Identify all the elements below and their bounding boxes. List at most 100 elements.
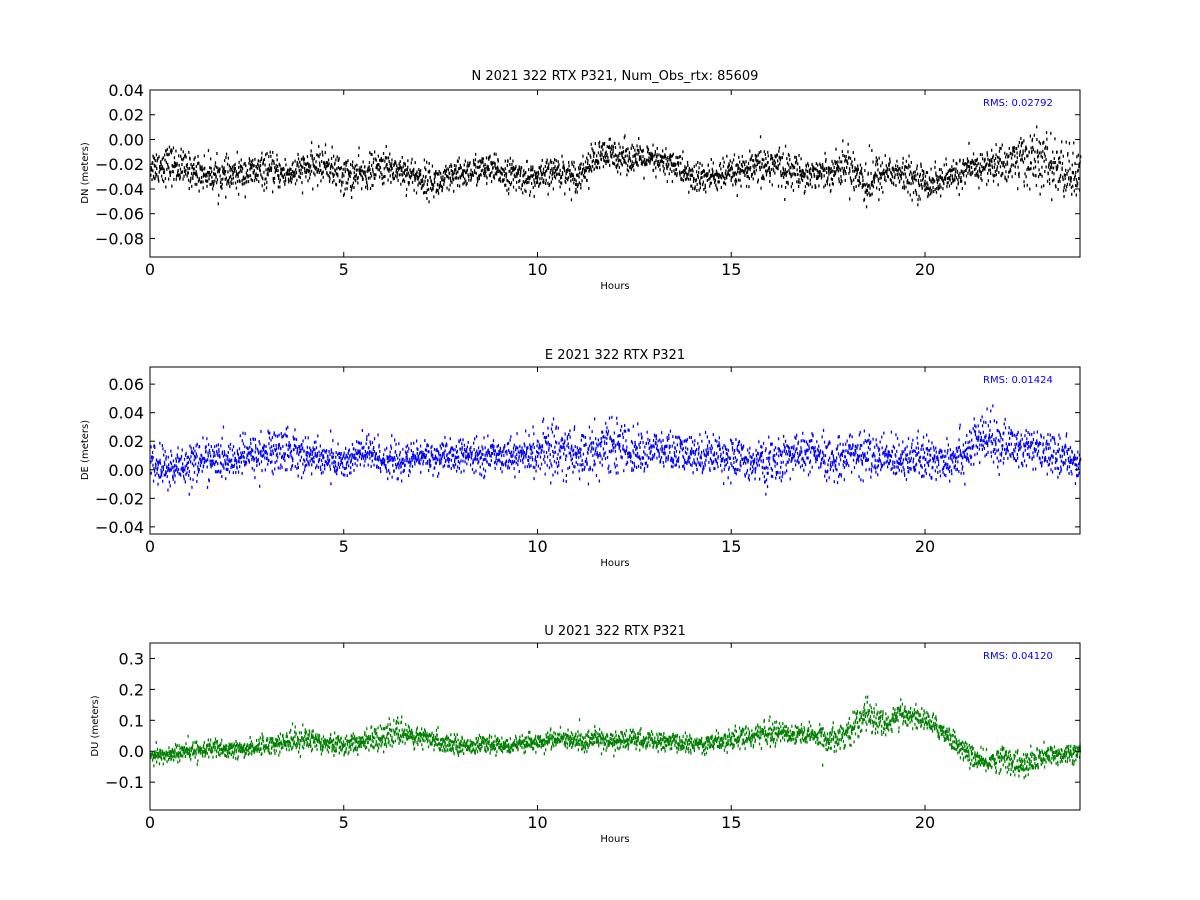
panel-east-data-point [517, 446, 519, 450]
panel-north-data-point [937, 184, 939, 188]
panel-north-data-point [1052, 166, 1055, 170]
panel-east-data-point [500, 454, 503, 458]
panel-north-data-point [726, 176, 728, 180]
panel-north-data-point [335, 172, 337, 176]
panel-north-data-point [523, 169, 525, 173]
panel-north-data-point [506, 178, 508, 182]
panel-north-data-point [535, 175, 537, 179]
panel-north-data-point [287, 168, 289, 172]
panel-north-data-point [640, 157, 642, 161]
panel-east-data-point [492, 443, 494, 447]
panel-north-data-point [723, 175, 725, 179]
panel-north-data-point [501, 172, 503, 176]
panel-east-data-point [398, 442, 400, 446]
panel-north-data-point [360, 169, 362, 173]
panel-east-data-point [604, 451, 606, 455]
panel-east-data-point [527, 455, 530, 459]
panel-north-data-point [561, 171, 564, 174]
panel-east-data-point [196, 480, 198, 483]
panel-north-data-point [778, 155, 780, 159]
panel-north-data-point [862, 179, 864, 183]
panel-north-data-point [689, 177, 691, 181]
panel-east-data-point [305, 453, 307, 457]
panel-east-data-point [428, 450, 430, 454]
panel-north-data-point [332, 172, 334, 176]
panel-east-data-point [158, 460, 161, 464]
panel-north-data-point [627, 159, 629, 163]
panel-north-data-point [389, 164, 392, 168]
panel-north-data-point [291, 170, 294, 173]
panel-east-data-point [517, 459, 519, 463]
panel-east-data-point [188, 470, 190, 474]
panel-north-data-point [653, 162, 655, 166]
panel-east-data-point [263, 448, 265, 452]
panel-north-data-point [895, 184, 897, 187]
panel-east-data-point [625, 448, 628, 452]
panel-north-data-point [374, 150, 376, 154]
panel-east-data-point [405, 451, 407, 455]
panel-north-data-point [865, 205, 868, 209]
panel-north-data-point [1040, 172, 1042, 176]
panel-east-data-point [385, 467, 387, 471]
panel-north-data-point [718, 172, 720, 176]
panel-east-data-point [450, 467, 452, 470]
panel-north-data-point [1017, 165, 1019, 169]
panel-north-data-point [332, 175, 334, 178]
panel-north-data-point [807, 176, 809, 180]
panel-east-data-point [229, 447, 231, 451]
panel-north-data-point [887, 175, 889, 179]
panel-east-data-point [481, 452, 483, 456]
panel-north-data-point [802, 174, 804, 178]
panel-north-data-point [830, 166, 832, 170]
panel-north-data-point [1054, 161, 1056, 164]
panel-north-data-point [699, 182, 702, 186]
panel-north-data-point [1023, 184, 1025, 188]
panel-east-data-point [399, 458, 401, 462]
panel-north-data-point [306, 168, 308, 172]
panel-north-data-point [387, 156, 390, 160]
panel-east-data-point [575, 451, 577, 455]
panel-north-data-point [340, 166, 342, 170]
panel-east-data-point [260, 460, 263, 464]
panel-north-data-point [511, 162, 513, 166]
panel-north-data-point [843, 154, 846, 158]
panel-north-data-point [1006, 160, 1008, 164]
panel-east-data-point [222, 425, 225, 429]
panel-north-data-point [648, 152, 650, 156]
panel-north-data-point [554, 165, 556, 169]
panel-north-data-point [307, 168, 310, 172]
panel-north-data-point [440, 171, 442, 175]
panel-north-data-point [264, 182, 266, 186]
panel-east-data-point [268, 442, 270, 446]
panel-east-data-point [636, 454, 638, 458]
panel-north-data-point [372, 170, 374, 174]
panel-east-data-point [449, 437, 451, 441]
panel-north-data-point [216, 152, 218, 155]
panel-north-data-point [351, 196, 353, 199]
panel-east-data-point [594, 449, 597, 453]
panel-north-data-point [513, 165, 515, 169]
panel-east-data-point [603, 435, 605, 439]
panel-north-data-point [389, 162, 391, 165]
panel-north-data-point [754, 163, 756, 167]
panel-north-data-point [547, 165, 550, 169]
panel-east-data-point [557, 452, 559, 456]
panel-north-data-point [1038, 151, 1040, 155]
panel-north-x-tick-label: 15 [721, 260, 741, 279]
panel-east-data-point [319, 465, 322, 469]
panel-east-data-point [379, 467, 381, 470]
panel-north-data-point [242, 177, 244, 181]
panel-north-data-point [665, 163, 667, 166]
panel-north-data-point [960, 176, 962, 179]
panel-north-data-point [236, 150, 238, 154]
panel-east-data-point [188, 473, 190, 477]
panel-east-data-point [445, 459, 447, 462]
panel-north-data-point [635, 160, 638, 164]
panel-north-data-point [481, 157, 484, 161]
panel-north-data-point [759, 135, 762, 139]
panel-north-data-point [1069, 167, 1071, 171]
panel-east-data-point [466, 462, 468, 466]
panel-north-data-point [315, 160, 317, 164]
panel-north-data-point [327, 164, 329, 168]
panel-north-data-point [656, 153, 658, 157]
